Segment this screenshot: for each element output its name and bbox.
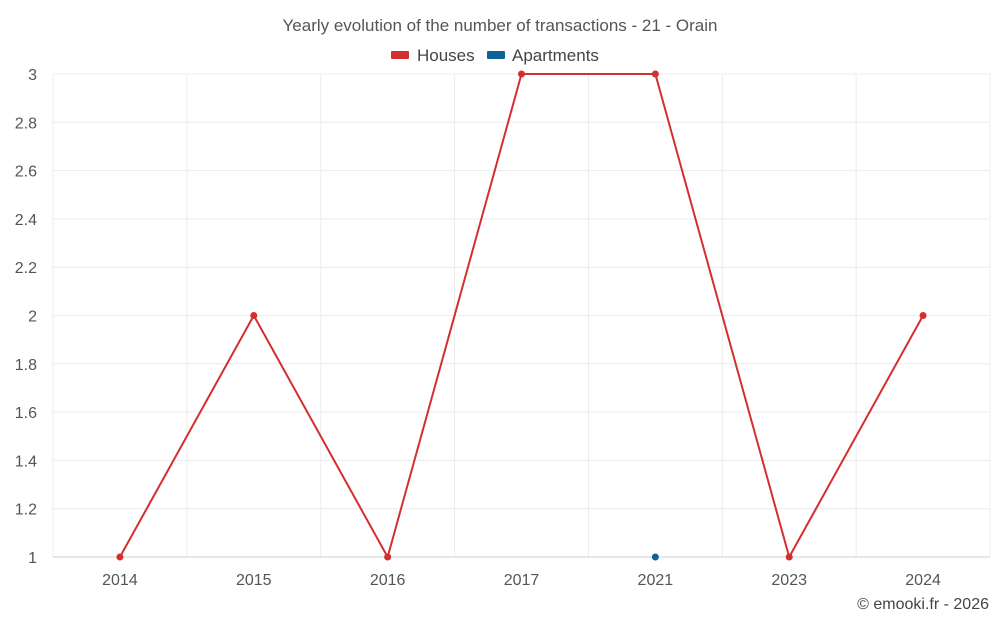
data-point-houses[interactable] [518, 70, 525, 78]
series-houses [116, 70, 927, 561]
y-tick-label: 2.4 [15, 212, 37, 229]
x-tick-label: 2024 [905, 572, 941, 589]
legend-label-apartments: Apartments [512, 46, 599, 65]
y-tick-label: 2.2 [15, 260, 37, 277]
y-axis-ticks: 1 1.2 1.4 1.6 1.8 2 2.2 2.4 2.6 2.8 3 [15, 67, 37, 567]
x-axis-ticks: 2014 2015 2016 2017 2021 2023 2024 [102, 572, 941, 589]
legend: Houses Apartments [391, 46, 599, 65]
legend-label-houses: Houses [417, 46, 475, 65]
y-tick-label: 1.4 [15, 453, 37, 470]
data-point-houses[interactable] [250, 312, 258, 319]
y-tick-label: 2.8 [15, 115, 37, 132]
data-point-houses[interactable] [785, 553, 793, 561]
y-tick-label: 1.2 [15, 502, 37, 519]
y-tick-label: 1.8 [15, 357, 37, 374]
x-tick-label: 2021 [638, 572, 674, 589]
data-point-houses[interactable] [651, 70, 659, 78]
legend-swatch-apartments [487, 51, 505, 59]
x-tick-label: 2014 [102, 572, 138, 589]
chart-title: Yearly evolution of the number of transa… [283, 16, 718, 35]
legend-swatch-houses [391, 51, 409, 59]
x-tick-label: 2017 [504, 572, 540, 589]
x-tick-label: 2016 [370, 572, 406, 589]
y-tick-label: 3 [28, 67, 37, 84]
y-tick-label: 2 [28, 309, 37, 326]
series [116, 70, 927, 561]
gridlines [52, 73, 991, 557]
x-tick-label: 2015 [236, 572, 272, 589]
credit-text: © emooki.fr - 2026 [857, 596, 989, 613]
legend-item-houses[interactable]: Houses [391, 46, 475, 65]
y-tick-label: 2.6 [15, 164, 37, 181]
y-tick-label: 1.6 [15, 405, 37, 422]
legend-item-apartments[interactable]: Apartments [487, 46, 599, 65]
data-point-houses[interactable] [116, 553, 124, 561]
series-apartments [651, 553, 659, 561]
y-tick-label: 1 [28, 550, 37, 567]
data-point-houses[interactable] [384, 553, 392, 561]
x-tick-label: 2023 [771, 572, 807, 589]
data-point-houses[interactable] [919, 312, 927, 319]
data-point-apartments[interactable] [651, 553, 659, 561]
